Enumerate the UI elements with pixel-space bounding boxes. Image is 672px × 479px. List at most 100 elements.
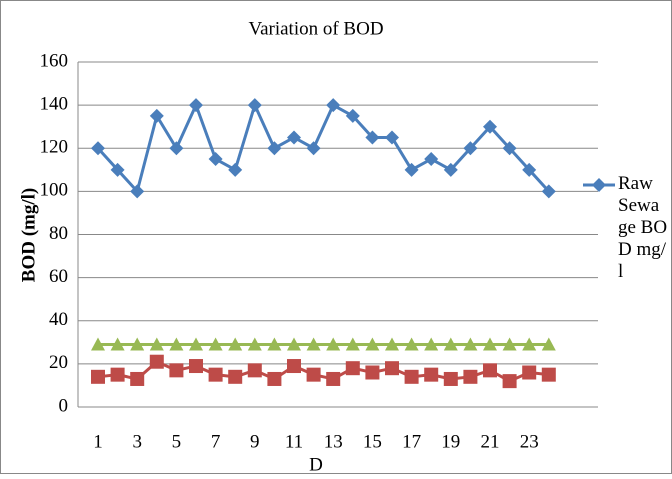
point: [522, 337, 537, 351]
point: [326, 371, 341, 386]
point: [189, 359, 203, 374]
y-tick-label: 20: [49, 352, 68, 373]
point: [522, 365, 537, 380]
point: [169, 337, 184, 351]
point: [404, 162, 419, 177]
x-tick-label: 9: [250, 431, 260, 452]
x-tick-label: 5: [172, 431, 182, 452]
point: [110, 367, 125, 382]
point: [149, 108, 164, 123]
point: [287, 359, 301, 374]
point: [91, 337, 105, 351]
point: [287, 337, 301, 351]
x-tick-label: 19: [441, 431, 460, 452]
point: [130, 371, 145, 386]
x-tick-label: 7: [211, 431, 221, 452]
x-tick-label: 1: [93, 431, 103, 452]
point: [385, 130, 399, 145]
point: [483, 337, 497, 351]
x-axis-label: D: [309, 454, 323, 474]
y-tick-label: 140: [40, 93, 69, 114]
point: [169, 363, 184, 378]
point: [149, 337, 164, 351]
point: [267, 141, 282, 156]
point: [502, 337, 517, 351]
x-tick-label: 21: [481, 431, 500, 452]
point: [169, 141, 184, 156]
point: [385, 337, 399, 351]
point: [287, 130, 301, 145]
x-tick-label: 15: [363, 431, 382, 452]
point: [130, 337, 145, 351]
y-axis-label: BOD (mg/l): [18, 188, 39, 282]
point: [326, 337, 341, 351]
point: [267, 371, 282, 386]
point: [247, 98, 262, 113]
point: [443, 162, 458, 177]
point: [345, 108, 360, 123]
point: [228, 337, 243, 351]
point: [149, 354, 164, 369]
point: [443, 371, 458, 386]
y-tick-label: 100: [40, 180, 69, 201]
y-tick-label: 120: [40, 137, 69, 158]
point: [541, 337, 556, 351]
point: [345, 337, 360, 351]
point: [365, 130, 380, 145]
point: [306, 337, 321, 351]
point: [306, 367, 321, 382]
point: [463, 141, 478, 156]
point: [483, 119, 497, 134]
point: [208, 337, 223, 351]
point: [404, 337, 419, 351]
point: [228, 162, 243, 177]
legend-entry: Raw Sewage BOD mg/l: [618, 173, 668, 282]
point: [208, 367, 223, 382]
point: [463, 337, 478, 351]
point: [267, 337, 282, 351]
point: [502, 374, 517, 389]
point: [208, 152, 223, 167]
x-tick-label: 13: [324, 431, 343, 452]
point: [502, 141, 517, 156]
x-tick-label: 11: [285, 431, 303, 452]
point: [189, 337, 203, 351]
y-tick-label: 0: [59, 395, 69, 416]
y-tick-label: 60: [49, 266, 68, 287]
point: [110, 337, 125, 351]
point: [463, 369, 478, 384]
point: [424, 337, 439, 351]
point: [365, 365, 380, 380]
x-tick-label: 3: [132, 431, 142, 452]
point: [91, 141, 105, 156]
point: [385, 361, 399, 376]
point: [483, 363, 497, 378]
point: [110, 162, 125, 177]
point: [592, 178, 606, 192]
point: [404, 369, 419, 384]
point: [247, 363, 262, 378]
point: [189, 98, 203, 113]
point: [228, 369, 243, 384]
point: [326, 98, 341, 113]
chart-title: Variation of BOD: [248, 18, 383, 39]
x-tick-label: 17: [402, 431, 421, 452]
y-tick-label: 40: [49, 309, 68, 330]
legend-label: Raw Sewage BOD mg/l: [618, 173, 668, 282]
point: [247, 337, 262, 351]
y-tick-label: 160: [40, 50, 69, 71]
point: [424, 367, 439, 382]
point: [443, 337, 458, 351]
y-tick-label: 80: [49, 223, 68, 244]
x-tick-label: 23: [520, 431, 539, 452]
point: [130, 184, 145, 199]
point: [522, 162, 537, 177]
point: [306, 141, 321, 156]
point: [91, 369, 105, 384]
point: [424, 152, 439, 167]
point: [541, 367, 556, 382]
point: [345, 361, 360, 376]
point: [541, 184, 556, 199]
